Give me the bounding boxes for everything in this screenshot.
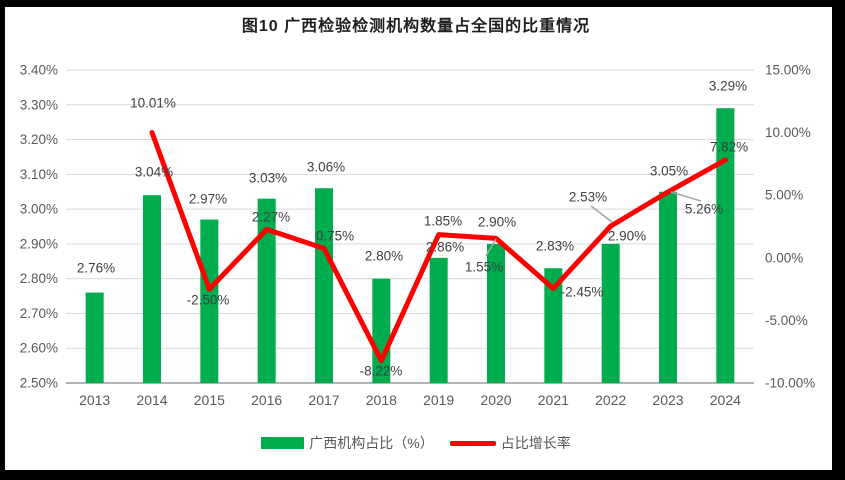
bar	[143, 195, 161, 383]
left-axis-tick-label: 2.50%	[20, 376, 58, 391]
x-axis-category-label: 2024	[710, 392, 741, 408]
left-axis-tick-label: 2.70%	[20, 306, 58, 321]
line-series-label: 占比增长率	[500, 435, 571, 451]
bar	[200, 219, 219, 383]
line-data-label: 10.01%	[130, 96, 176, 111]
bar-data-label: 2.90%	[478, 215, 516, 230]
x-axis-category-label: 2019	[423, 392, 454, 408]
legend-item-line-series: 占比增长率	[449, 433, 571, 453]
bar-data-label: 2.83%	[536, 239, 574, 254]
x-axis-category-label: 2020	[480, 392, 511, 408]
bar	[716, 108, 735, 383]
right-axis-tick-label: -10.00%	[765, 376, 815, 391]
left-axis-tick-label: 3.40%	[20, 63, 58, 78]
bar-data-label: 3.29%	[709, 79, 747, 94]
bar	[544, 268, 563, 383]
x-axis-category-label: 2018	[366, 392, 397, 408]
bar-data-label: 3.05%	[650, 164, 688, 179]
line-data-label: 7.82%	[710, 140, 748, 155]
bar	[85, 292, 104, 383]
bar-data-label: 2.76%	[77, 261, 115, 276]
x-axis-category-label: 2016	[251, 392, 282, 408]
bar-series-swatch	[261, 437, 305, 449]
line-data-label: 0.75%	[316, 229, 354, 244]
left-axis-tick-label: 2.80%	[20, 271, 58, 286]
line-series-swatch	[449, 440, 496, 446]
line-data-label: 2.27%	[252, 210, 290, 225]
line-data-label: 1.55%	[465, 260, 503, 275]
label-leader-line	[485, 238, 497, 257]
left-axis-tick-label: 2.60%	[20, 341, 58, 356]
growth-rate-line	[149, 129, 728, 364]
x-axis-category-label: 2015	[194, 392, 225, 408]
legend: 广西机构占比（%） 占比增长率	[0, 433, 832, 453]
x-axis-category-label: 2022	[595, 392, 626, 408]
bar-data-label: 2.80%	[365, 249, 403, 264]
right-axis-tick-label: 0.00%	[765, 250, 803, 265]
left-axis-tick-label: 3.30%	[20, 97, 58, 112]
bar-data-label: 3.03%	[249, 171, 287, 186]
line-data-label: 1.85%	[424, 214, 462, 229]
bar-data-label: 2.86%	[426, 240, 464, 255]
line-data-label: 5.26%	[685, 202, 723, 217]
left-axis-tick-label: 2.90%	[20, 236, 58, 251]
x-axis-category-label: 2021	[538, 392, 569, 408]
right-axis-tick-label: 15.00%	[765, 63, 811, 78]
right-axis-tick-label: -5.00%	[765, 313, 808, 328]
bar-data-label: 3.06%	[307, 160, 345, 175]
bar	[257, 198, 276, 383]
left-axis-tick-label: 3.00%	[20, 202, 58, 217]
bar-data-label: 2.97%	[189, 192, 227, 207]
line-data-label: 2.53%	[569, 190, 607, 205]
bar	[659, 191, 677, 383]
line-data-label: -2.45%	[561, 285, 604, 300]
label-leader-line	[590, 205, 613, 223]
bar	[429, 257, 448, 383]
right-axis-tick-label: 10.00%	[765, 125, 811, 140]
legend-item-bar-series: 广西机构占比（%）	[261, 433, 434, 453]
line-data-label: -2.50%	[187, 293, 230, 308]
bar	[601, 243, 620, 383]
x-axis-category-label: 2014	[136, 392, 167, 408]
chart-title: 图10 广西检验检测机构数量占全国的比重情况	[241, 18, 591, 35]
bar	[315, 188, 333, 383]
bar-series-label: 广西机构占比（%）	[309, 435, 434, 451]
x-axis-category-label: 2013	[79, 392, 110, 408]
x-axis-category-label: 2017	[308, 392, 339, 408]
label-leader-line	[670, 191, 702, 202]
bar	[487, 243, 505, 383]
bar-data-label: 2.90%	[608, 229, 646, 244]
left-axis-tick-label: 3.20%	[20, 132, 58, 147]
x-axis-category-label: 2023	[652, 392, 683, 408]
line-data-label: -8.22%	[360, 364, 403, 379]
left-axis-tick-label: 3.10%	[20, 167, 58, 182]
bar-data-label: 3.04%	[135, 165, 173, 180]
right-axis-tick-label: 5.00%	[765, 188, 803, 203]
